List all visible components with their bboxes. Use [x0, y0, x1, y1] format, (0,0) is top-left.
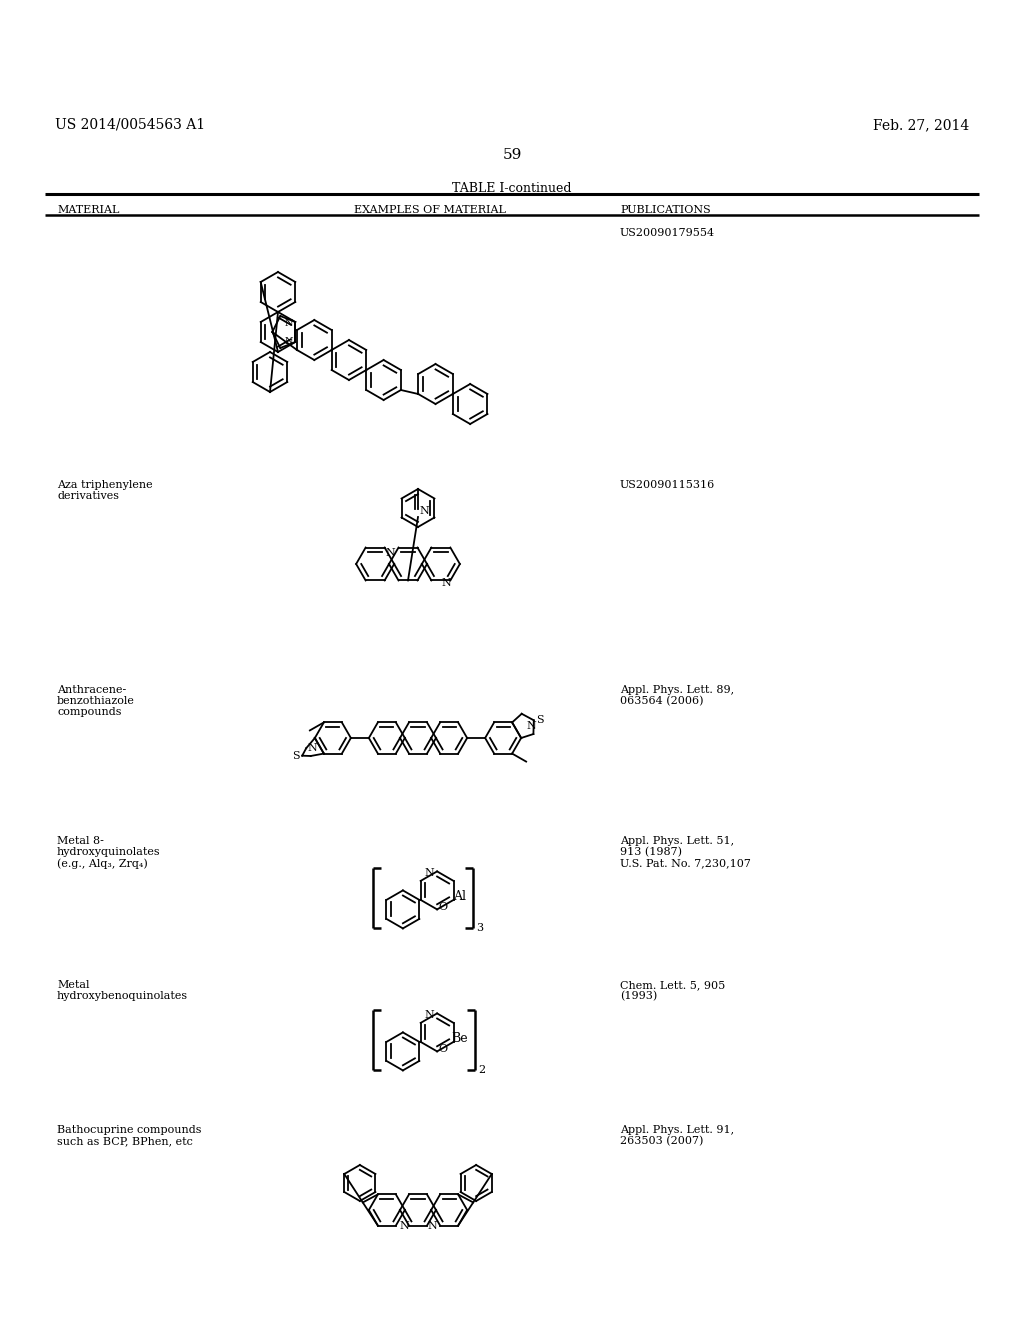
Text: Anthracene-: Anthracene- [57, 685, 126, 696]
Text: Appl. Phys. Lett. 91,: Appl. Phys. Lett. 91, [620, 1125, 734, 1135]
Text: Be: Be [452, 1032, 468, 1044]
Text: 59: 59 [503, 148, 521, 162]
Text: N: N [399, 1221, 409, 1232]
Text: 2: 2 [478, 1065, 485, 1076]
Text: such as BCP, BPhen, etc: such as BCP, BPhen, etc [57, 1137, 193, 1146]
Text: N: N [385, 548, 395, 557]
Text: EXAMPLES OF MATERIAL: EXAMPLES OF MATERIAL [354, 205, 506, 215]
Text: O: O [438, 1044, 447, 1055]
Text: Feb. 27, 2014: Feb. 27, 2014 [872, 117, 969, 132]
Text: 263503 (2007): 263503 (2007) [620, 1137, 703, 1146]
Text: US20090115316: US20090115316 [620, 480, 715, 490]
Text: N: N [441, 578, 452, 587]
Text: Appl. Phys. Lett. 51,: Appl. Phys. Lett. 51, [620, 836, 734, 846]
Text: US 2014/0054563 A1: US 2014/0054563 A1 [55, 117, 205, 132]
Text: benzothiazole: benzothiazole [57, 696, 135, 706]
Text: Al: Al [454, 890, 466, 903]
Text: N: N [419, 506, 429, 516]
Text: hydroxyquinolates: hydroxyquinolates [57, 847, 161, 857]
Text: N: N [427, 1221, 437, 1232]
Text: MATERIAL: MATERIAL [57, 205, 120, 215]
Text: 913 (1987): 913 (1987) [620, 847, 682, 857]
Text: US20090179554: US20090179554 [620, 228, 715, 238]
Text: N: N [308, 743, 317, 752]
Text: S: S [293, 751, 300, 760]
Text: Appl. Phys. Lett. 89,: Appl. Phys. Lett. 89, [620, 685, 734, 696]
Text: Aza triphenylene: Aza triphenylene [57, 480, 153, 490]
Text: N: N [526, 721, 537, 731]
Text: Metal: Metal [57, 979, 89, 990]
Text: derivatives: derivatives [57, 491, 119, 502]
Text: Bathocuprine compounds: Bathocuprine compounds [57, 1125, 202, 1135]
Text: hydroxybenoquinolates: hydroxybenoquinolates [57, 991, 188, 1001]
Text: N: N [285, 337, 293, 346]
Text: PUBLICATIONS: PUBLICATIONS [620, 205, 711, 215]
Text: Chem. Lett. 5, 905: Chem. Lett. 5, 905 [620, 979, 725, 990]
Text: TABLE I-continued: TABLE I-continued [453, 182, 571, 195]
Text: compounds: compounds [57, 708, 122, 717]
Text: (1993): (1993) [620, 991, 657, 1002]
Text: (e.g., Alq₃, Zrq₄): (e.g., Alq₃, Zrq₄) [57, 858, 147, 869]
Text: 063564 (2006): 063564 (2006) [620, 696, 703, 706]
Text: N: N [424, 869, 434, 878]
Text: 3: 3 [476, 924, 483, 933]
Text: S: S [536, 715, 544, 725]
Text: O: O [438, 903, 447, 912]
Text: N: N [285, 318, 293, 327]
Text: N: N [424, 1010, 434, 1020]
Text: U.S. Pat. No. 7,230,107: U.S. Pat. No. 7,230,107 [620, 858, 751, 869]
Text: Metal 8-: Metal 8- [57, 836, 103, 846]
